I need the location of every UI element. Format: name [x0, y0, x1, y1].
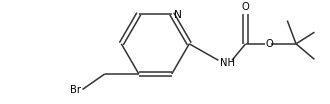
- Text: N: N: [174, 10, 182, 20]
- Text: NH: NH: [220, 58, 235, 68]
- Text: Br: Br: [70, 85, 81, 95]
- Text: O: O: [242, 2, 249, 12]
- Text: O: O: [266, 39, 274, 49]
